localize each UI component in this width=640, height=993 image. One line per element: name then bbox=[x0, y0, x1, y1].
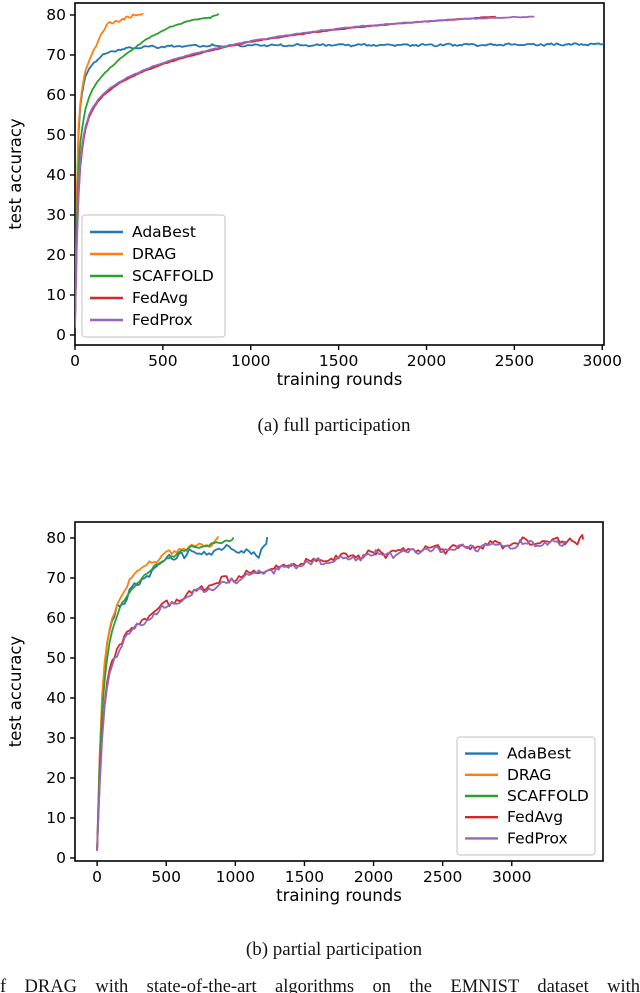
legend-label-drag: DRAG bbox=[507, 766, 551, 784]
y-tick-label: 50 bbox=[46, 126, 66, 144]
x-tick-label: 500 bbox=[151, 868, 181, 886]
y-tick-label: 0 bbox=[56, 326, 66, 344]
legend-label-fedprox: FedProx bbox=[132, 311, 193, 329]
y-tick-label: 60 bbox=[46, 609, 66, 627]
y-tick-label: 30 bbox=[46, 729, 66, 747]
plot-frame bbox=[74, 2, 605, 346]
y-tick-label: 70 bbox=[46, 46, 66, 64]
series-scaffold bbox=[75, 13, 220, 316]
x-tick-label: 1500 bbox=[319, 352, 358, 370]
series-scaffold bbox=[96, 537, 235, 851]
legend-box bbox=[81, 214, 226, 338]
legend-label-fedprox: FedProx bbox=[507, 829, 568, 847]
legend-label-fedavg: FedAvg bbox=[132, 289, 188, 307]
y-tick-label: 50 bbox=[46, 649, 66, 667]
x-tick-label: 2000 bbox=[407, 352, 446, 370]
y-tick-label: 30 bbox=[46, 206, 66, 224]
legend-label-fedavg: FedAvg bbox=[507, 808, 563, 826]
series-group bbox=[96, 534, 584, 851]
x-tick-label: 2500 bbox=[423, 868, 462, 886]
y-tick-label: 70 bbox=[46, 569, 66, 587]
series-fedprox bbox=[96, 539, 567, 851]
y-tick-label: 80 bbox=[46, 6, 66, 24]
x-tick-label: 3000 bbox=[492, 868, 531, 886]
series-group bbox=[75, 12, 604, 328]
y-axis-label: test accuracy bbox=[6, 636, 25, 748]
legend: AdaBest DRAG SCAFFOLD FedAvg FedProx bbox=[81, 214, 226, 338]
caption-partial-participation: (b) partial participation bbox=[245, 939, 423, 960]
x-tick-label: 3000 bbox=[583, 352, 622, 370]
chart-partial-participation: 0 500 1000 1500 2000 2500 3000 0 10 20 30 40 50 60 70 8… bbox=[6, 521, 604, 905]
series-drag bbox=[75, 12, 144, 324]
series-adabest bbox=[96, 536, 269, 851]
x-tick-label: 1000 bbox=[216, 868, 255, 886]
figure-caption-fragment: f DRAG with state-of-the-art algorithms … bbox=[0, 977, 640, 993]
y-tick-label: 10 bbox=[46, 286, 66, 304]
series-fedprox bbox=[75, 15, 535, 328]
y-tick-label: 40 bbox=[46, 689, 66, 707]
legend-label-drag: DRAG bbox=[132, 245, 176, 263]
y-axis-label: test accuracy bbox=[6, 118, 25, 230]
x-tick-label: 2000 bbox=[354, 868, 393, 886]
y-tick-label: 20 bbox=[46, 769, 66, 787]
y-tick-label: 80 bbox=[46, 529, 66, 547]
chart-full-participation: 0 500 1000 1500 2000 2500 3000 0 10 20 30 40 50 60 70 8… bbox=[6, 2, 622, 389]
legend: AdaBest DRAG SCAFFOLD FedAvg FedProx bbox=[456, 736, 596, 856]
legend-box bbox=[456, 736, 596, 856]
x-tick-label: 0 bbox=[92, 868, 102, 886]
series-adabest bbox=[75, 42, 604, 324]
y-tick-label: 10 bbox=[46, 809, 66, 827]
series-drag bbox=[96, 536, 220, 851]
x-tick-label: 1000 bbox=[231, 352, 270, 370]
caption-full-participation: (a) full participation bbox=[257, 415, 411, 436]
series-fedavg bbox=[96, 534, 584, 851]
y-tick-label: 60 bbox=[46, 86, 66, 104]
x-tick-label: 500 bbox=[148, 352, 178, 370]
x-tick-label: 2500 bbox=[495, 352, 534, 370]
y-tick-label: 0 bbox=[56, 849, 66, 867]
legend-label-adabest: AdaBest bbox=[507, 745, 571, 763]
y-tick-label: 40 bbox=[46, 166, 66, 184]
legend-label-adabest: AdaBest bbox=[132, 223, 196, 241]
legend-label-scaffold: SCAFFOLD bbox=[132, 267, 214, 285]
y-tick-label: 20 bbox=[46, 246, 66, 264]
x-axis-label: training rounds bbox=[276, 886, 402, 905]
plot-frame bbox=[74, 521, 604, 862]
legend-label-scaffold: SCAFFOLD bbox=[507, 787, 589, 805]
x-axis-label: training rounds bbox=[277, 370, 403, 389]
x-tick-label: 1500 bbox=[285, 868, 324, 886]
x-tick-label: 0 bbox=[70, 352, 80, 370]
